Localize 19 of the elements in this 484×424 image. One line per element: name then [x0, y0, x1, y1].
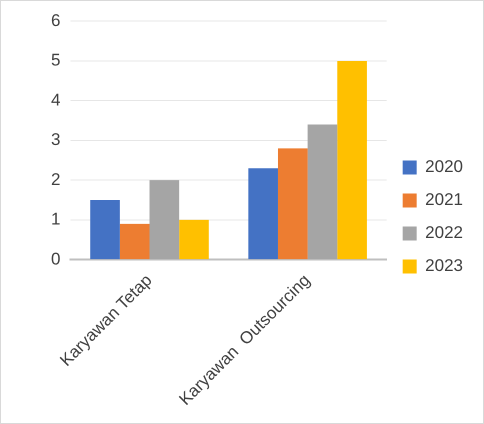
bar [90, 200, 120, 260]
bar [278, 148, 308, 260]
y-tick-label: 5 [50, 50, 60, 70]
legend-label: 2021 [425, 190, 464, 210]
y-tick-label: 2 [50, 170, 60, 189]
bar [150, 180, 180, 260]
y-tick-label: 0 [50, 249, 60, 268]
y-tick-label: 4 [50, 90, 60, 110]
legend-label: 2020 [425, 157, 464, 176]
legend-label: 2023 [425, 256, 464, 276]
bar [179, 220, 209, 260]
y-tick-label: 1 [50, 210, 60, 229]
bar [120, 224, 150, 260]
y-tick-label: 3 [50, 130, 60, 150]
legend-label: 2022 [425, 223, 464, 242]
y-tick-label: 6 [50, 10, 60, 30]
bar [308, 124, 338, 260]
bar [337, 60, 367, 260]
bar [248, 168, 278, 260]
